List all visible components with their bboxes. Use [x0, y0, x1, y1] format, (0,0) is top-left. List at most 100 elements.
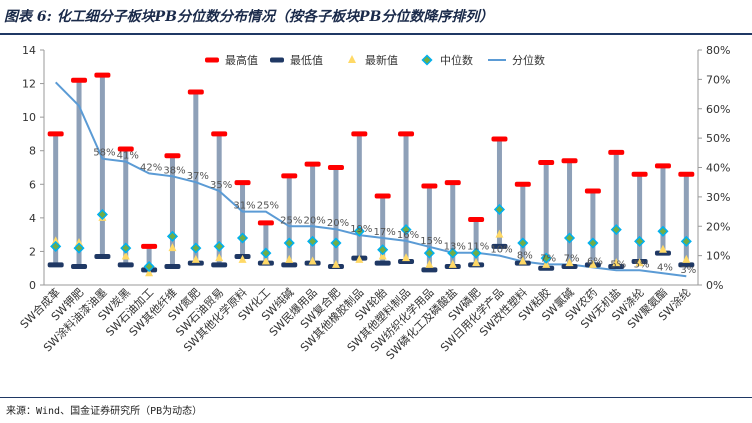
latest-marker — [402, 253, 411, 262]
median-marker — [73, 242, 85, 254]
percentile-data-label: 25% — [280, 215, 302, 226]
latest-marker — [238, 254, 247, 263]
range-bar — [403, 133, 409, 262]
min-marker — [374, 260, 391, 266]
range-bar — [356, 133, 362, 259]
median-marker — [330, 237, 342, 249]
left-tick-label: 10 — [22, 111, 36, 124]
range-bar — [310, 164, 316, 264]
percentile-data-label: 11% — [467, 242, 489, 253]
max-marker — [421, 183, 438, 189]
min-marker — [94, 253, 111, 259]
max-marker — [257, 220, 274, 226]
percentile-line-layer — [54, 81, 687, 278]
max-marker — [468, 217, 485, 223]
min-marker — [71, 264, 88, 270]
median-marker — [610, 224, 622, 236]
range-bar — [473, 219, 479, 265]
chart-axes: 0 2 4 6 8 10 12 14 0% 10% 20% 30% 40% 50% 60% 70% 80% — [22, 44, 730, 292]
min-marker — [187, 260, 204, 266]
median-marker — [470, 247, 482, 259]
latest-marker — [215, 253, 224, 262]
range-bar — [613, 152, 619, 267]
range-bar — [53, 133, 59, 265]
range-bar — [286, 175, 292, 265]
min-marker — [211, 262, 228, 268]
right-tick-label: 50% — [706, 132, 730, 145]
median-marker — [423, 247, 435, 259]
latest-marker — [261, 256, 270, 265]
legend-max-symbol — [205, 57, 219, 63]
percentile-data-label: 35% — [210, 180, 232, 191]
left-tick-label: 12 — [22, 78, 36, 91]
max-marker — [187, 89, 204, 95]
median-marker — [120, 242, 132, 254]
latest-marker — [75, 238, 84, 247]
range-bar — [333, 167, 339, 267]
median-marker — [307, 235, 319, 247]
max-marker — [678, 171, 695, 177]
max-marker — [538, 159, 555, 165]
max-marker — [117, 146, 134, 152]
median-marker — [213, 240, 225, 252]
left-tick-label: 4 — [29, 212, 36, 225]
median-marker — [96, 208, 108, 221]
legend-label: 分位数 — [512, 53, 545, 67]
max-marker — [608, 149, 625, 155]
median-marker — [447, 247, 459, 259]
range-bar — [146, 246, 152, 270]
range-bar — [216, 133, 222, 265]
max-marker — [584, 188, 601, 194]
left-tick-label: 2 — [29, 245, 36, 258]
percentile-data-label: 20% — [327, 218, 349, 229]
percentile-data-label: 7% — [564, 253, 580, 264]
latest-marker — [355, 254, 364, 263]
min-marker — [164, 264, 181, 270]
percentile-data-label: 13% — [444, 242, 466, 253]
range-bar — [76, 80, 82, 267]
max-marker — [398, 131, 415, 137]
latest-marker — [285, 254, 294, 263]
percentile-data-label: 37% — [187, 171, 209, 182]
left-tick-label: 6 — [29, 178, 36, 191]
right-tick-label: 40% — [706, 162, 730, 175]
range-bar — [263, 222, 269, 264]
range-bar — [496, 138, 502, 247]
left-tick-label: 8 — [29, 145, 36, 158]
percentile-data-label: 3% — [680, 265, 696, 276]
percentile-data-label: 20% — [303, 215, 325, 226]
min-marker — [117, 262, 134, 268]
median-marker — [353, 225, 365, 237]
latest-marker — [308, 256, 317, 265]
max-marker — [561, 158, 578, 164]
min-marker — [47, 262, 64, 268]
percentile-labels: 58% 41%42% 38%37%35%31% 25%25% 20% 20%19% 17% 1… — [93, 148, 696, 277]
latest-marker — [145, 268, 154, 277]
median-marker — [50, 240, 62, 252]
percentile-data-label: 4% — [657, 262, 673, 273]
latest-marker — [121, 251, 130, 260]
latest-marker — [191, 254, 200, 263]
median-marker — [680, 235, 692, 247]
right-tick-label: 0% — [706, 279, 723, 292]
latest-marker — [682, 254, 691, 263]
median-marker — [657, 225, 669, 237]
latest-marker — [425, 259, 434, 268]
range-bar — [380, 196, 386, 264]
min-marker — [654, 250, 671, 256]
percentile-data-label: 42% — [140, 162, 162, 173]
latest-marker — [168, 243, 177, 252]
percentile-data-label: 58% — [93, 148, 115, 159]
percentile-data-label: 16% — [397, 230, 419, 241]
latest-marker — [635, 258, 644, 267]
max-marker — [514, 181, 531, 187]
range-bar — [169, 155, 175, 267]
max-marker — [71, 77, 88, 83]
range-bar — [426, 185, 432, 270]
title-divider — [0, 33, 752, 35]
latest-marker — [472, 258, 481, 267]
right-tick-label: 80% — [706, 44, 730, 57]
percentile-data-label: 15% — [420, 236, 442, 247]
min-marker — [678, 262, 695, 268]
latest-marker — [612, 258, 621, 267]
